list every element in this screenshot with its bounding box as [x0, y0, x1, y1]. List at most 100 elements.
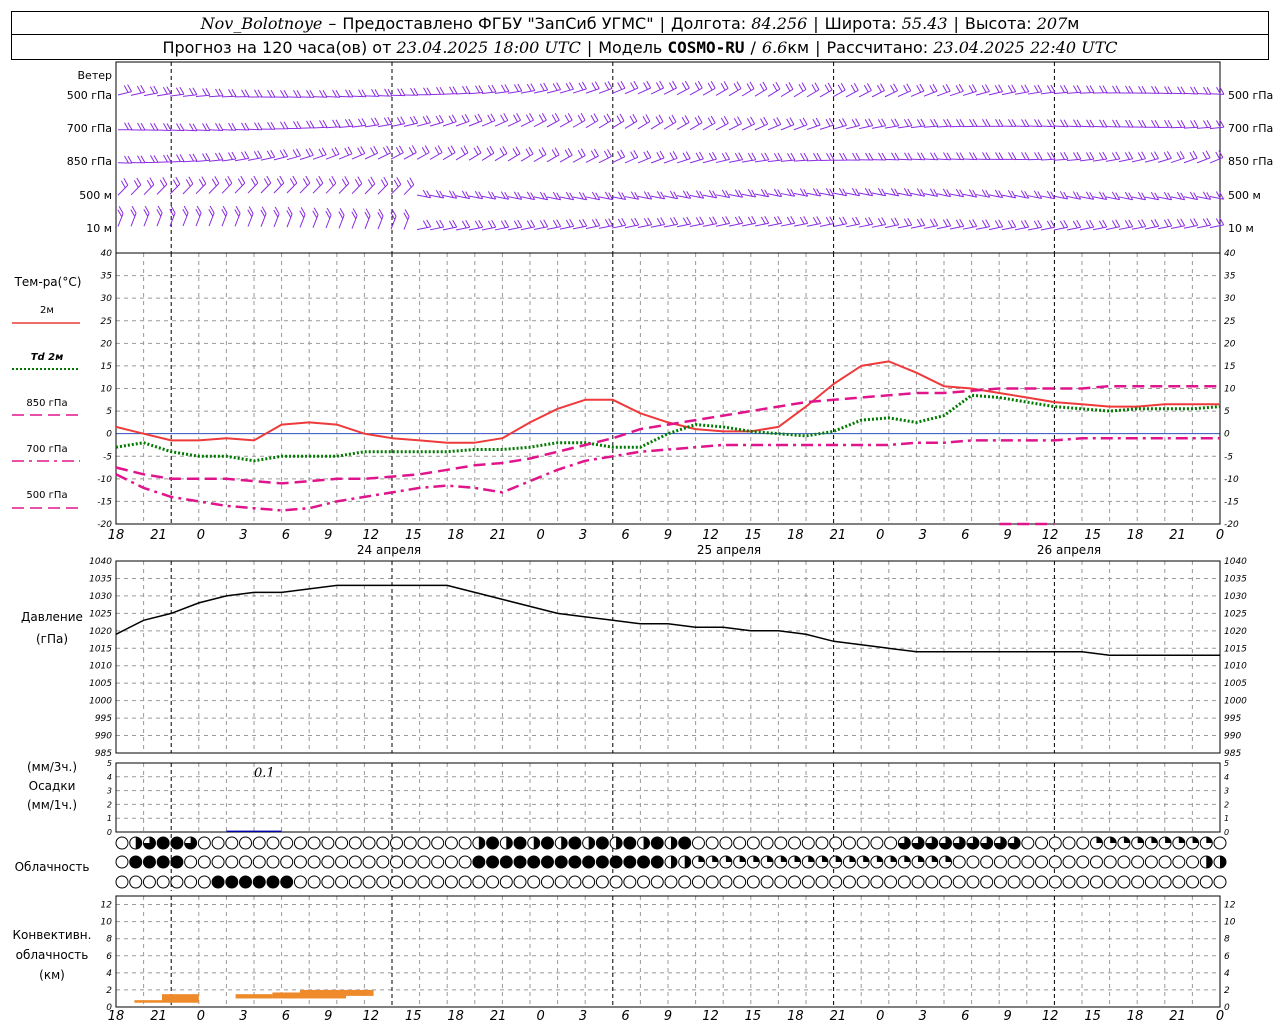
wind-barb — [143, 155, 159, 163]
cloud-circle — [307, 875, 321, 889]
cloud-cover-symbol — [1076, 836, 1090, 850]
wind-barb-row — [117, 80, 1225, 98]
wind-barb — [572, 113, 586, 128]
cloud-circle — [801, 836, 815, 850]
wind-barb — [832, 82, 846, 98]
cloud-cover-symbol — [280, 855, 294, 869]
cloud-fill-partial — [1165, 837, 1172, 843]
wind-barb — [195, 205, 202, 227]
cloud-cover-symbol — [1117, 836, 1131, 850]
cloud-circle — [595, 875, 609, 889]
conv-unit: (км) — [39, 968, 65, 982]
press-ytick-left: 1035 — [89, 574, 112, 584]
cloud-cover-symbol — [623, 855, 637, 869]
conv-ytick-right: 0 — [1224, 1003, 1230, 1013]
cloud-cover-symbol — [513, 855, 527, 869]
cloud-cover-symbol — [444, 875, 458, 889]
temp-ytick-left: 20 — [101, 339, 113, 349]
cloud-cover-symbol — [1021, 836, 1035, 850]
cloud-circle — [184, 875, 198, 889]
cloud-circle — [1117, 855, 1131, 869]
cloud-circle — [293, 855, 307, 869]
precip-ytick-left: 3 — [107, 787, 112, 796]
temp-xtick-label: 18 — [787, 528, 804, 543]
wind-barb — [195, 88, 211, 98]
alt-value: 207 — [1036, 13, 1068, 33]
cloud-cover-symbol — [595, 855, 609, 869]
press-ytick-left: 1000 — [89, 697, 112, 707]
cloud-cover-symbol — [499, 836, 513, 850]
cloud-circle — [527, 875, 541, 889]
cloud-circle — [1172, 875, 1186, 889]
wind-barb — [156, 86, 172, 97]
wind-barb — [1118, 151, 1134, 163]
wind-barb — [494, 191, 510, 200]
wind-barb — [351, 176, 363, 195]
cloud-cover-symbol — [458, 836, 472, 850]
wind-barb — [1079, 219, 1095, 231]
cloud-cover-symbol — [307, 875, 321, 889]
wind-barb — [533, 219, 549, 231]
wind-barb — [871, 118, 887, 129]
wind-barb — [845, 83, 859, 98]
wind-barb — [533, 147, 547, 162]
cloud-circle — [417, 855, 431, 869]
cloud-cover-symbol — [637, 875, 651, 889]
wind-barb — [650, 190, 666, 200]
cloud-circle — [293, 875, 307, 889]
wind-barb — [1066, 191, 1082, 200]
cloud-cover-symbol — [815, 875, 829, 889]
press-ytick-right: 1025 — [1224, 609, 1247, 619]
wind-barb — [403, 87, 419, 96]
wind-barb — [494, 84, 510, 94]
cloud-fill-partial — [684, 856, 691, 868]
wind-barb — [780, 216, 796, 227]
temp-xtick-label: 18 — [447, 528, 464, 543]
wind-barb — [728, 116, 742, 131]
cloud-cover-symbol — [719, 875, 733, 889]
temp-ytick-left: 10 — [101, 385, 113, 395]
wind-barb — [247, 150, 263, 161]
cloud-circle — [390, 875, 403, 889]
wind-barb — [1157, 191, 1173, 201]
temp-xtick-label: 21 — [1169, 528, 1186, 543]
wind-barb — [195, 123, 211, 132]
wind-barb — [715, 116, 729, 131]
cloud-cover-symbol — [211, 855, 225, 869]
cloud-fill-partial — [725, 856, 732, 862]
wind-barb — [1157, 218, 1173, 230]
wind-barb — [455, 145, 469, 161]
cloud-cover-symbol — [1007, 836, 1021, 850]
cloud-cover-symbol — [1103, 836, 1117, 850]
wind-barb — [1053, 151, 1069, 161]
temp-ytick-right: 5 — [1224, 407, 1230, 417]
cloud-cover-symbol — [225, 875, 239, 889]
cloud-cover-symbol — [1158, 875, 1172, 889]
cloud-fill-partial — [994, 837, 1007, 849]
wind-barb — [1027, 219, 1043, 231]
cloud-fill-partial — [925, 837, 938, 850]
wind-level-850hpa-label: 850 гПа — [66, 155, 112, 168]
cloud-cover-symbol — [939, 836, 952, 850]
cloud-circle — [390, 855, 403, 869]
cloud-cover-symbol — [815, 836, 829, 850]
press-ytick-right: 1030 — [1224, 592, 1247, 602]
wind-barb — [624, 80, 639, 95]
calc-time: 23.04.2025 22:40 UTC — [933, 37, 1118, 57]
wind-barb — [494, 113, 509, 127]
wind-barb — [468, 145, 482, 161]
forecast-label: Прогноз на 120 часа(ов) от — [162, 37, 392, 57]
wind-barb — [1131, 85, 1147, 94]
cloud-cover-symbol — [458, 855, 472, 869]
cloud-cover-symbol — [1007, 875, 1021, 889]
wind-barb — [624, 191, 640, 200]
cloud-circle — [1035, 855, 1049, 869]
wind-barb — [689, 80, 703, 96]
wind-barb — [949, 84, 964, 97]
cloud-fill-partial — [1192, 837, 1199, 843]
wind-barb — [455, 190, 471, 200]
wind-barb — [156, 123, 172, 131]
cloud-circle — [609, 875, 623, 889]
cloud-circle — [1117, 875, 1131, 889]
wind-barb — [624, 113, 638, 129]
